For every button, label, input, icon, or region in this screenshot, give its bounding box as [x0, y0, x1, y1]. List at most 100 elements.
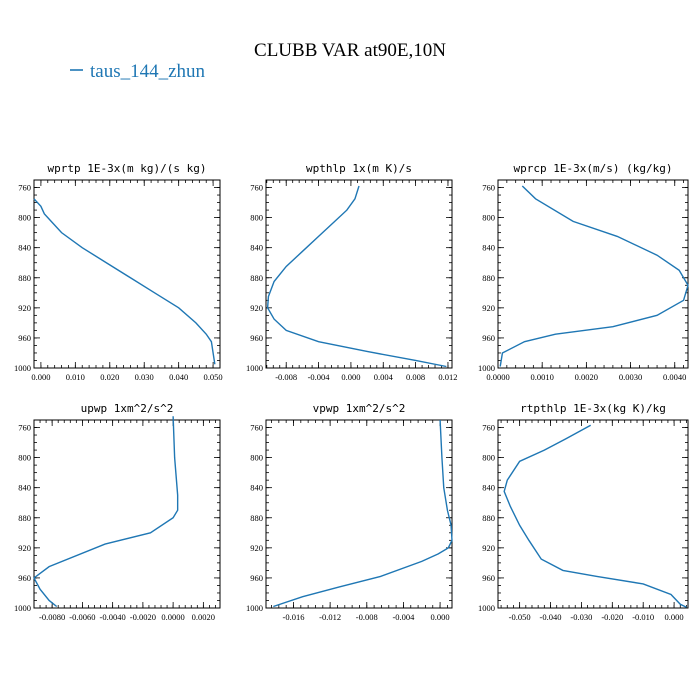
y-tick-label: 920 [250, 543, 263, 553]
x-tick-label: 0.0010 [530, 372, 553, 382]
plot-frame [265, 419, 453, 609]
y-tick-label: 840 [18, 243, 31, 253]
subplot-title: rtpthlp 1E-3x(kg K)/kg [520, 402, 666, 415]
y-tick-label: 1000 [14, 363, 31, 373]
x-tick-label: 0.020 [100, 372, 119, 382]
y-tick-label: 880 [482, 273, 495, 283]
y-tick-label: 800 [482, 213, 495, 223]
y-tick-label: 960 [250, 333, 263, 343]
series-line [266, 185, 447, 368]
y-tick-label: 880 [18, 273, 31, 283]
x-tick-label: 0.0020 [192, 612, 215, 622]
x-tick-label: -0.040 [540, 612, 562, 622]
x-tick-label: -0.012 [319, 612, 341, 622]
y-tick-label: 1000 [478, 363, 495, 373]
y-tick-label: 880 [250, 513, 263, 523]
x-tick-label: 0.000 [431, 612, 450, 622]
x-tick-label: 0.0020 [575, 372, 598, 382]
series-line [273, 419, 453, 608]
y-tick-label: 880 [18, 513, 31, 523]
y-tick-label: 960 [18, 573, 31, 583]
y-tick-label: 840 [18, 483, 31, 493]
x-tick-label: 0.0040 [663, 372, 686, 382]
y-tick-label: 800 [250, 213, 263, 223]
y-tick-label: 840 [482, 483, 495, 493]
y-tick-label: 880 [250, 273, 263, 283]
subplot-title: wprcp 1E-3x(m/s) (kg/kg) [514, 162, 673, 175]
series-line [499, 185, 689, 367]
x-tick-label: 0.0000 [161, 612, 184, 622]
subplot-6: rtpthlp 1E-3x(kg K)/kg 760 800 840 880 920 960… [478, 402, 689, 622]
x-tick-label: -0.030 [570, 612, 592, 622]
y-tick-label: 800 [250, 453, 263, 463]
y-tick-label: 800 [482, 453, 495, 463]
y-tick-label: 840 [482, 243, 495, 253]
y-tick-label: 880 [482, 513, 495, 523]
plot-frame [33, 179, 221, 369]
y-tick-label: 920 [18, 303, 31, 313]
y-tick-label: 840 [250, 483, 263, 493]
y-tick-label: 840 [250, 243, 263, 253]
x-tick-label: -0.004 [308, 372, 331, 382]
plot-frame [497, 179, 689, 369]
legend: taus_144_zhun [70, 61, 206, 82]
x-tick-label: -0.050 [509, 612, 531, 622]
subplot-grid: wprtp 1E-3x(m kg)/(s kg) 760 800 840 880 920 9… [14, 162, 689, 622]
y-tick-label: 1000 [478, 603, 495, 613]
x-tick-label: 0.0000 [486, 372, 509, 382]
subplot-1: wprtp 1E-3x(m kg)/(s kg) 760 800 840 880 920 9… [14, 162, 223, 382]
x-tick-label: 0.0030 [619, 372, 642, 382]
x-tick-label: 0.050 [204, 372, 223, 382]
x-tick-label: -0.010 [632, 612, 654, 622]
y-tick-label: 920 [482, 303, 495, 313]
x-tick-label: 0.012 [438, 372, 457, 382]
y-tick-label: 760 [18, 423, 31, 433]
y-tick-label: 920 [482, 543, 495, 553]
x-tick-label: 0.010 [66, 372, 85, 382]
x-tick-label: -0.0040 [100, 612, 126, 622]
y-tick-label: 1000 [14, 603, 31, 613]
x-tick-label: -0.0060 [69, 612, 95, 622]
subplot-title: vpwp 1xm^2/s^2 [313, 402, 406, 415]
series-line [33, 198, 216, 365]
y-tick-label: 760 [482, 423, 495, 433]
x-tick-label: -0.004 [392, 612, 415, 622]
plot-frame [33, 419, 221, 609]
y-tick-label: 800 [18, 453, 31, 463]
subplot-3: wprcp 1E-3x(m/s) (kg/kg) 760 800 840 880 920 9… [478, 162, 689, 382]
y-tick-label: 960 [250, 573, 263, 583]
x-tick-label: -0.016 [283, 612, 305, 622]
x-tick-label: -0.008 [275, 372, 297, 382]
x-tick-label: -0.0020 [130, 612, 156, 622]
y-tick-label: 760 [250, 423, 263, 433]
series-line [33, 416, 179, 608]
y-tick-label: 1000 [246, 363, 263, 373]
x-tick-label: 0.000 [341, 372, 360, 382]
y-tick-label: 960 [18, 333, 31, 343]
subplot-title: upwp 1xm^2/s^2 [81, 402, 174, 415]
subplot-title: wpthlp 1x(m K)/s [306, 162, 412, 175]
y-tick-label: 760 [482, 183, 495, 193]
subplot-5: vpwp 1xm^2/s^2 760 800 840 880 920 960 1000 -0.0… [246, 402, 453, 622]
subplot-4: upwp 1xm^2/s^2 760 800 840 880 920 960 1000 -0.0… [14, 402, 221, 622]
x-tick-label: -0.008 [356, 612, 378, 622]
subplot-title: wprtp 1E-3x(m kg)/(s kg) [48, 162, 207, 175]
y-tick-label: 920 [18, 543, 31, 553]
plot-frame [265, 179, 453, 369]
y-tick-label: 960 [482, 573, 495, 583]
x-tick-label: 0.000 [665, 612, 684, 622]
series-line [503, 424, 687, 608]
plot-frame [497, 419, 689, 609]
y-tick-label: 1000 [246, 603, 263, 613]
y-tick-label: 960 [482, 333, 495, 343]
x-tick-label: -0.020 [601, 612, 623, 622]
y-tick-label: 760 [250, 183, 263, 193]
x-tick-label: -0.0080 [39, 612, 65, 622]
figure-title: CLUBB VAR at90E,10N [254, 40, 446, 61]
subplot-2: wpthlp 1x(m K)/s 760 800 840 880 920 960 1000 -0… [246, 162, 458, 382]
y-tick-label: 760 [18, 183, 31, 193]
x-tick-label: 0.040 [169, 372, 188, 382]
legend-label: taus_144_zhun [90, 61, 206, 82]
y-tick-label: 920 [250, 303, 263, 313]
